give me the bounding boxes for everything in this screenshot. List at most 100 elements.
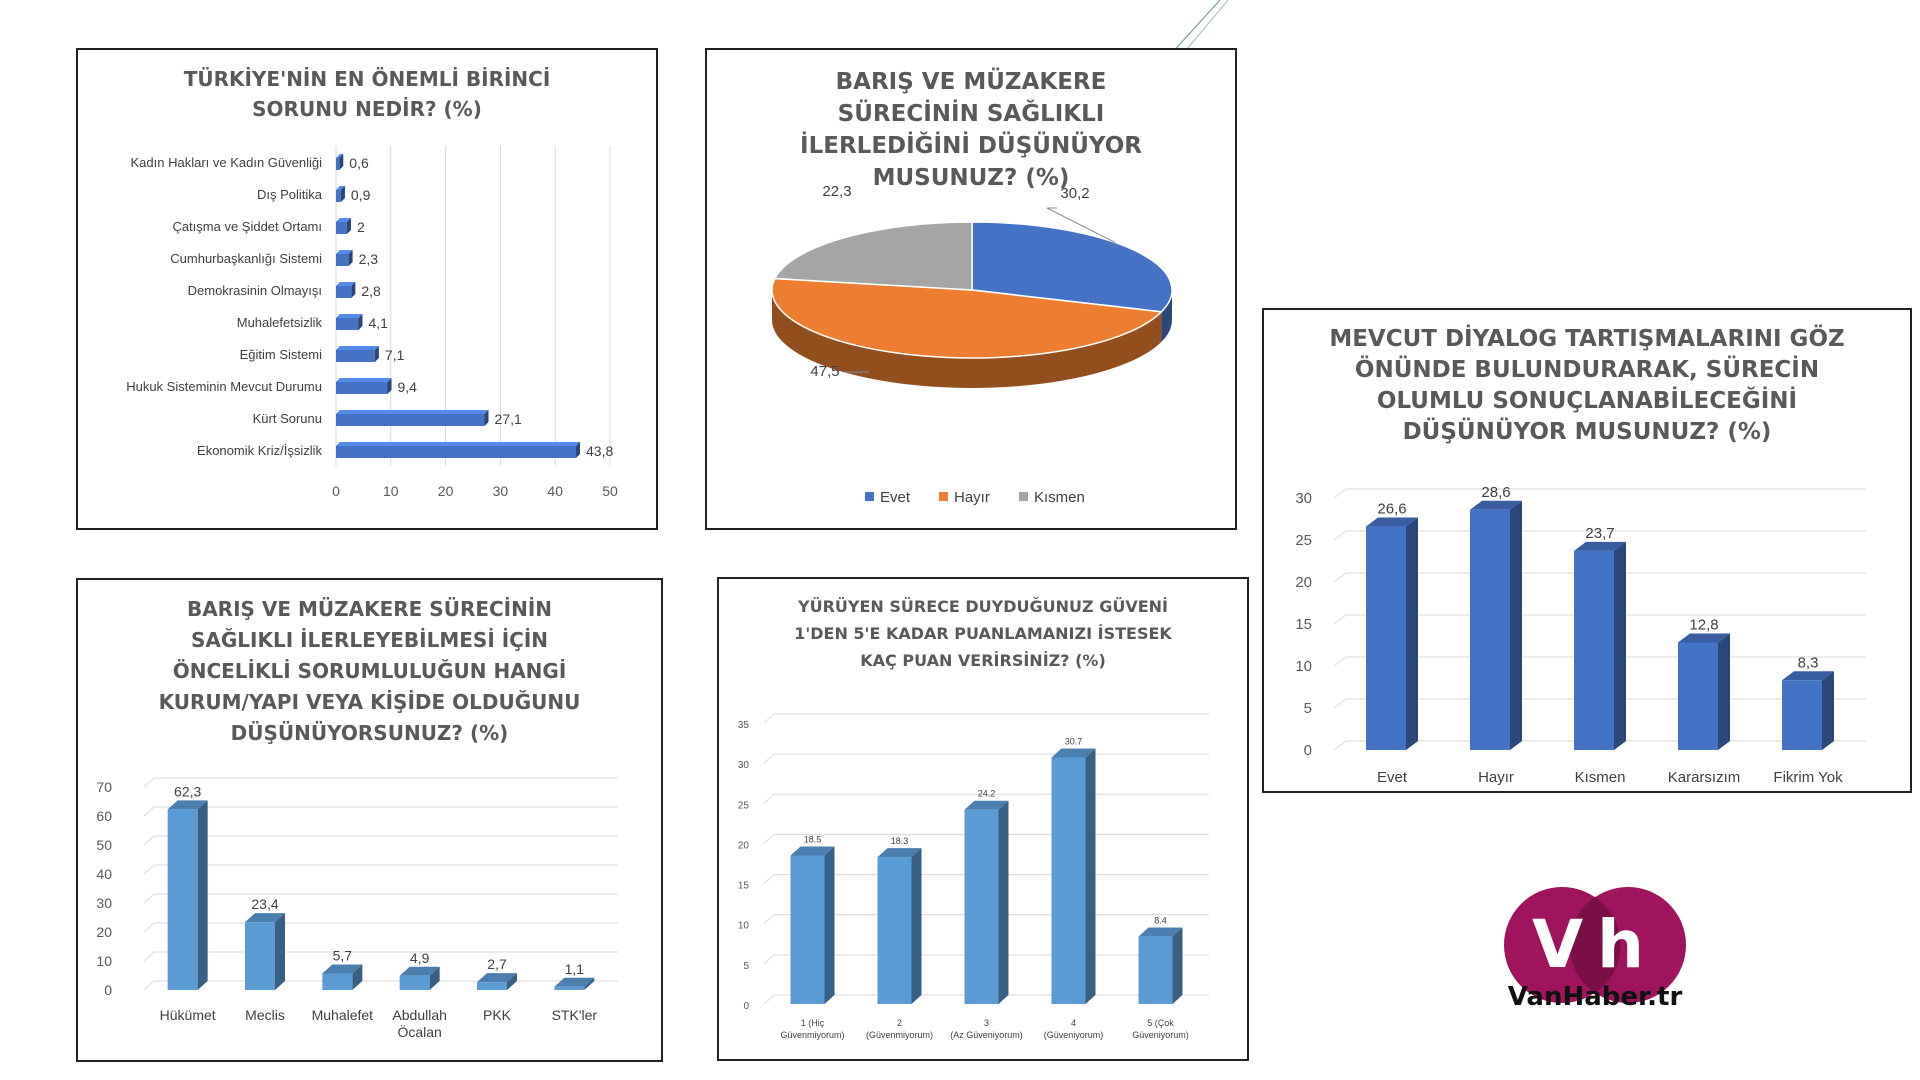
bar-side — [351, 282, 356, 298]
bar-top — [336, 378, 392, 382]
bar — [1782, 680, 1822, 750]
bar-top — [336, 346, 379, 350]
y-tick-label: 50 — [96, 837, 112, 853]
data-label: 18.5 — [804, 834, 822, 844]
category-label: Evet — [1377, 769, 1408, 786]
y-tick-label: 30 — [1295, 490, 1312, 507]
bar-top — [245, 913, 285, 923]
y-tick-label: 30 — [96, 895, 112, 911]
y-tick-label: 70 — [96, 779, 112, 795]
bar — [336, 254, 349, 266]
bar-top — [336, 314, 363, 318]
data-label: 8,3 — [1798, 654, 1819, 671]
pie-slice — [971, 221, 1173, 313]
category-label: Ekonomik Kriz/İşsizlik — [197, 443, 322, 458]
y-tick-label: 25 — [738, 800, 750, 811]
bar — [336, 190, 341, 202]
gridline-side — [763, 994, 775, 1005]
bar-side — [1510, 500, 1522, 750]
bar-side — [1822, 671, 1834, 750]
bar-side — [429, 966, 440, 990]
category-label: Muhalefetsizlik — [237, 315, 323, 330]
data-label: 2,7 — [487, 956, 507, 972]
data-label: 12,8 — [1689, 616, 1718, 633]
category-label: Meclis — [245, 1007, 285, 1023]
bar-top — [790, 846, 835, 856]
legend-swatch — [939, 492, 948, 501]
y-tick-label: 10 — [1295, 658, 1312, 675]
bar-top — [336, 154, 344, 158]
bar-top — [554, 977, 595, 987]
bar — [1051, 757, 1086, 1004]
bar — [1470, 509, 1510, 750]
bar — [1138, 936, 1173, 1004]
category-label: Hayır — [1478, 769, 1514, 786]
bar-side — [348, 250, 353, 266]
bar-top — [1051, 748, 1096, 758]
y-tick-label: 25 — [1295, 532, 1312, 549]
bar — [877, 857, 912, 1004]
bar-top — [1782, 671, 1834, 681]
bar-top — [1138, 927, 1183, 937]
bar — [336, 158, 340, 170]
pie-slice — [773, 221, 973, 291]
data-label: 26,6 — [1377, 501, 1406, 518]
category-label: Kürt Sorunu — [253, 411, 322, 426]
category-label: 1 (Hiç Güvenmiyorum) — [780, 1018, 844, 1040]
bar-top — [322, 964, 363, 974]
gridline-side — [1333, 488, 1347, 499]
pie-slice-side — [1161, 290, 1172, 342]
category-label: 5 (Çok Güveniyorum) — [1132, 1018, 1189, 1040]
category-label: Kararsızım — [1668, 769, 1741, 786]
chart-title: YÜRÜYEN SÜRECE DUYDUĞUNUZ GÜVENİ 1'DEN 5… — [794, 597, 1172, 670]
bar-top — [1678, 633, 1730, 643]
gridline-side — [1333, 572, 1347, 583]
y-tick-label: 5 — [1304, 700, 1312, 717]
bar-side — [1085, 748, 1096, 1004]
bar — [245, 922, 275, 990]
y-tick-label: 0 — [743, 1001, 749, 1012]
gridline-side — [1333, 614, 1347, 625]
bar-side — [576, 442, 581, 458]
y-tick-label: 10 — [738, 921, 750, 932]
bar-side — [1172, 927, 1183, 1004]
category-label: Dış Politika — [257, 187, 323, 202]
gridline-side — [763, 874, 775, 884]
bar-side — [374, 346, 379, 362]
bar-top — [877, 848, 922, 858]
bar-side — [484, 410, 489, 426]
y-tick-label: 60 — [96, 808, 112, 824]
bar-top — [336, 250, 353, 254]
vanhaber-logo: Vh — [1504, 887, 1686, 1003]
bar-top — [964, 800, 1009, 810]
legend-swatch — [1019, 492, 1028, 501]
legend-label: Hayır — [954, 489, 990, 506]
y-tick-label: 15 — [1295, 616, 1312, 633]
x-tick-label: 50 — [602, 483, 618, 499]
y-tick-label: 5 — [743, 961, 749, 972]
x-tick-label: 20 — [438, 483, 454, 499]
decorative-lines — [1169, 0, 1229, 56]
category-label: Hükümet — [160, 1007, 216, 1023]
leader-line — [1046, 207, 1116, 244]
category-label: Muhalefet — [312, 1007, 374, 1023]
gridline-side — [763, 753, 775, 764]
x-tick-label: 0 — [332, 483, 340, 499]
chart-title: BARIŞ VE MÜZAKERE SÜRECİNİN SAĞLIKLI İLE… — [158, 597, 581, 745]
bar-top — [336, 186, 345, 190]
bar-top — [336, 442, 581, 446]
bar-side — [387, 378, 392, 394]
data-label: 8.4 — [1154, 916, 1167, 926]
chart-panel-main-problem: TÜRKİYE'NİN EN ÖNEMLİ BİRİNCİ SORUNU NED… — [76, 48, 658, 530]
category-label: Çatışma ve Şiddet Ortamı — [172, 219, 322, 234]
gridline-side — [143, 893, 155, 904]
y-tick-label: 20 — [96, 924, 112, 940]
gridline-side — [143, 980, 155, 991]
data-label: 18.3 — [891, 836, 909, 846]
data-label: 62,3 — [174, 783, 201, 799]
bar — [336, 382, 388, 394]
y-tick-label: 40 — [96, 866, 112, 882]
bar — [1574, 550, 1614, 750]
y-tick-label: 10 — [96, 953, 112, 969]
bar — [322, 973, 353, 990]
